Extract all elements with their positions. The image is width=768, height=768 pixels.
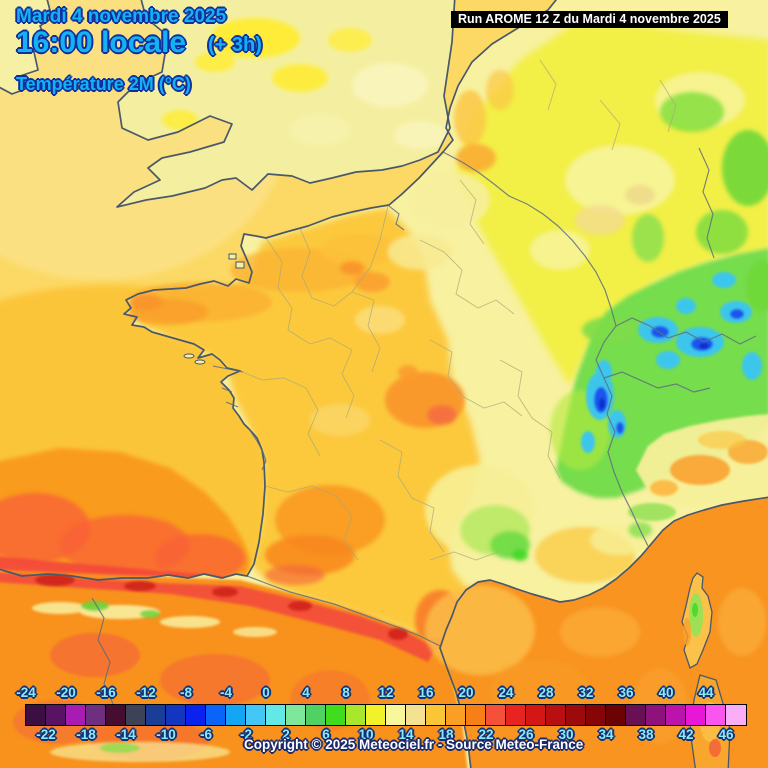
scale-tick-label: 42 xyxy=(678,727,694,742)
scale-tick-label: 34 xyxy=(598,727,614,742)
scale-tick-label: 22 xyxy=(478,727,494,742)
scale-tick-label: 6 xyxy=(322,727,330,742)
temperature-scale-bar xyxy=(25,704,747,726)
scale-cell xyxy=(306,705,326,725)
copyright-text: Copyright © 2025 Meteociel.fr - Source M… xyxy=(244,737,584,752)
scale-tick-label: 38 xyxy=(638,727,654,742)
scale-tick-label: 40 xyxy=(658,685,674,700)
scale-cell xyxy=(26,705,46,725)
scale-tick-label: -2 xyxy=(239,727,253,742)
scale-tick-label: 2 xyxy=(282,727,290,742)
scale-cell xyxy=(86,705,106,725)
scale-tick-label: 36 xyxy=(618,685,634,700)
scale-cell xyxy=(326,705,346,725)
scale-tick-label: -20 xyxy=(56,685,76,700)
scale-cell xyxy=(46,705,66,725)
scale-cell xyxy=(206,705,226,725)
scale-cell xyxy=(186,705,206,725)
scale-cell xyxy=(406,705,426,725)
date-title: Mardi 4 novembre 2025 xyxy=(16,6,227,27)
scale-tick-label: 24 xyxy=(498,685,514,700)
scale-tick-label: 20 xyxy=(458,685,474,700)
scale-tick-label: 32 xyxy=(578,685,594,700)
scale-tick-label: -18 xyxy=(76,727,96,742)
scale-cell xyxy=(106,705,126,725)
scale-tick-label: 8 xyxy=(342,685,350,700)
scale-tick-label: -10 xyxy=(156,727,176,742)
scale-cell xyxy=(606,705,626,725)
scale-cell xyxy=(486,705,506,725)
scale-tick-label: 16 xyxy=(418,685,434,700)
variable-title: Température 2M (°C) xyxy=(16,74,191,94)
scale-cell xyxy=(66,705,86,725)
scale-tick-label: -12 xyxy=(136,685,156,700)
scale-tick-label: 46 xyxy=(718,727,734,742)
scale-tick-label: 14 xyxy=(398,727,414,742)
scale-tick-label: -14 xyxy=(116,727,136,742)
scale-cell xyxy=(126,705,146,725)
temperature-scale: -24 -20 -16 -12 -8 -4 0 4 8 12 16 20 24 28 32 36 40 44 -22… xyxy=(0,680,768,768)
scale-cell xyxy=(466,705,486,725)
scale-cell xyxy=(366,705,386,725)
scale-tick-label: -24 xyxy=(16,685,36,700)
scale-tick-label: -16 xyxy=(96,685,116,700)
scale-tick-label: 44 xyxy=(698,685,714,700)
scale-tick-label: -4 xyxy=(219,685,233,700)
scale-cell xyxy=(526,705,546,725)
scale-cell xyxy=(446,705,466,725)
model-run-label: Run AROME 12 Z du Mardi 4 novembre 2025 xyxy=(451,11,728,28)
scale-cell xyxy=(506,705,526,725)
scale-cell xyxy=(566,705,586,725)
scale-tick-label: 0 xyxy=(262,685,270,700)
time-offset-label: (+ 3h) xyxy=(208,34,262,56)
scale-tick-label: 4 xyxy=(302,685,310,700)
scale-tick-label: -8 xyxy=(179,685,193,700)
scale-cell xyxy=(686,705,706,725)
scale-tick-label: 30 xyxy=(558,727,574,742)
scale-cell xyxy=(426,705,446,725)
scale-cell xyxy=(626,705,646,725)
scale-cell xyxy=(386,705,406,725)
scale-cell xyxy=(286,705,306,725)
scale-cell xyxy=(226,705,246,725)
time-title: 16:00 locale xyxy=(16,26,187,59)
scale-cell xyxy=(346,705,366,725)
scale-cell xyxy=(246,705,266,725)
scale-cell xyxy=(646,705,666,725)
scale-tick-label: 10 xyxy=(358,727,374,742)
scale-cell xyxy=(146,705,166,725)
scale-cell xyxy=(266,705,286,725)
scale-tick-label: -22 xyxy=(36,727,56,742)
scale-tick-label: -6 xyxy=(199,727,213,742)
scale-tick-label: 26 xyxy=(518,727,534,742)
scale-cell xyxy=(546,705,566,725)
scale-cell xyxy=(666,705,686,725)
scale-tick-label: 18 xyxy=(438,727,454,742)
scale-cell xyxy=(166,705,186,725)
scale-tick-label: 28 xyxy=(538,685,554,700)
scale-cell xyxy=(726,705,746,725)
scale-cell xyxy=(586,705,606,725)
scale-tick-label: 12 xyxy=(378,685,394,700)
scale-cell xyxy=(706,705,726,725)
